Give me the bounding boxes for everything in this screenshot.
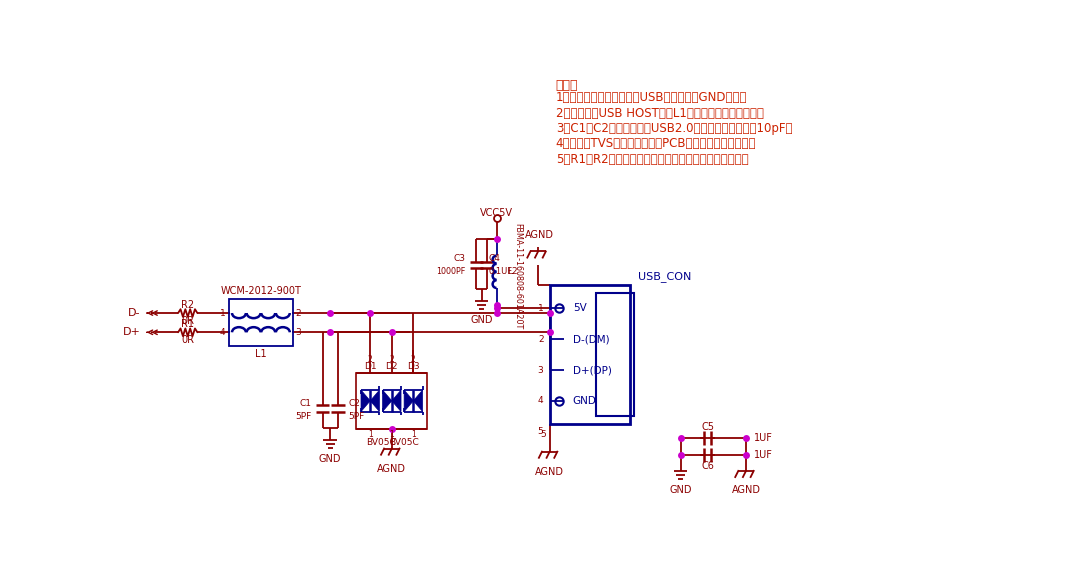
Bar	[596, 293, 634, 416]
Text: 备注：: 备注：	[556, 79, 578, 92]
Text: 5V: 5V	[572, 303, 586, 313]
Text: 1: 1	[219, 309, 226, 318]
Text: 5PF: 5PF	[296, 412, 312, 421]
Text: 2: 2	[538, 335, 543, 344]
Text: D+: D+	[123, 327, 140, 338]
Text: C6: C6	[701, 461, 714, 471]
Bar	[229, 299, 294, 346]
Text: 1: 1	[411, 430, 416, 439]
Bar	[356, 373, 428, 429]
Polygon shape	[404, 390, 414, 411]
Text: 2: 2	[368, 355, 373, 364]
Text: 2: 2	[390, 355, 394, 364]
Text: 4: 4	[220, 328, 226, 337]
Polygon shape	[382, 390, 392, 411]
Text: AGND: AGND	[525, 230, 554, 241]
Text: D+(DP): D+(DP)	[572, 365, 611, 375]
Text: AGND: AGND	[377, 464, 406, 474]
Text: L2: L2	[508, 267, 518, 277]
Polygon shape	[370, 390, 379, 411]
Text: D1: D1	[364, 363, 377, 371]
Text: 0R: 0R	[181, 335, 194, 345]
Text: C5: C5	[701, 422, 714, 432]
Text: R1: R1	[181, 319, 194, 329]
Text: D2: D2	[386, 363, 399, 371]
Text: GND: GND	[319, 454, 341, 464]
Text: C2: C2	[349, 399, 361, 408]
Text: 1: 1	[538, 304, 543, 313]
Text: GND: GND	[670, 485, 692, 495]
Polygon shape	[414, 390, 422, 411]
Text: D-: D-	[129, 308, 140, 318]
Text: R2: R2	[181, 300, 194, 310]
Text: C3: C3	[454, 254, 465, 263]
Text: D-(DM): D-(DM)	[572, 334, 609, 344]
Text: 3: 3	[296, 328, 301, 337]
Text: 5、R1、R2为限流电阵，使用时根据实际情况进行调整；: 5、R1、R2为限流电阵，使用时根据实际情况进行调整；	[556, 153, 748, 166]
Text: L1: L1	[255, 349, 267, 359]
Text: C4: C4	[489, 254, 501, 263]
Text: AGND: AGND	[731, 485, 760, 495]
Text: GND: GND	[572, 396, 596, 406]
Text: 1000PF: 1000PF	[436, 267, 465, 276]
Text: WCM-2012-900T: WCM-2012-900T	[220, 286, 301, 296]
Text: 1、若设备为非金属外壳，USB外壳需要与GND连接；: 1、若设备为非金属外壳，USB外壳需要与GND连接；	[556, 91, 747, 104]
Text: 1: 1	[390, 430, 394, 439]
Text: BV05C: BV05C	[366, 438, 396, 447]
Text: 0.1UF: 0.1UF	[489, 267, 513, 276]
Text: D3: D3	[407, 363, 420, 371]
Text: 4、为保证TVS能发挥作用，在PCB设计时要大面积接地；: 4、为保证TVS能发挥作用，在PCB设计时要大面积接地；	[556, 138, 756, 150]
Text: 2: 2	[411, 355, 416, 364]
Text: 4: 4	[538, 396, 543, 406]
Text: 2: 2	[296, 309, 301, 318]
Text: USB_CON: USB_CON	[638, 271, 692, 282]
Text: GND: GND	[470, 315, 492, 325]
Polygon shape	[392, 390, 401, 411]
Text: 1UF: 1UF	[754, 433, 772, 443]
Bar	[550, 285, 631, 424]
Text: 1UF: 1UF	[754, 450, 772, 460]
Text: 5PF: 5PF	[349, 412, 365, 421]
Text: 1: 1	[368, 430, 373, 439]
Text: AGND: AGND	[536, 467, 564, 476]
Text: 3: 3	[538, 365, 543, 375]
Text: C1: C1	[300, 399, 312, 408]
Text: 5: 5	[540, 430, 545, 439]
Text: 5: 5	[538, 427, 543, 436]
Text: FBMA-11-160808-601A20T: FBMA-11-160808-601A20T	[513, 223, 523, 329]
Text: 2、若接口为USB HOST，则L1需要更换为大电流磁珠；: 2、若接口为USB HOST，则L1需要更换为大电流磁珠；	[556, 107, 764, 120]
Text: VCC5V: VCC5V	[480, 208, 513, 218]
Polygon shape	[361, 390, 370, 411]
Text: 0R: 0R	[181, 315, 194, 326]
Text: 3、C1、C2为预设计，在USB2.0接口时容値不要超过10pF；: 3、C1、C2为预设计，在USB2.0接口时容値不要超过10pF；	[556, 122, 793, 135]
Text: BV05C: BV05C	[389, 438, 419, 447]
